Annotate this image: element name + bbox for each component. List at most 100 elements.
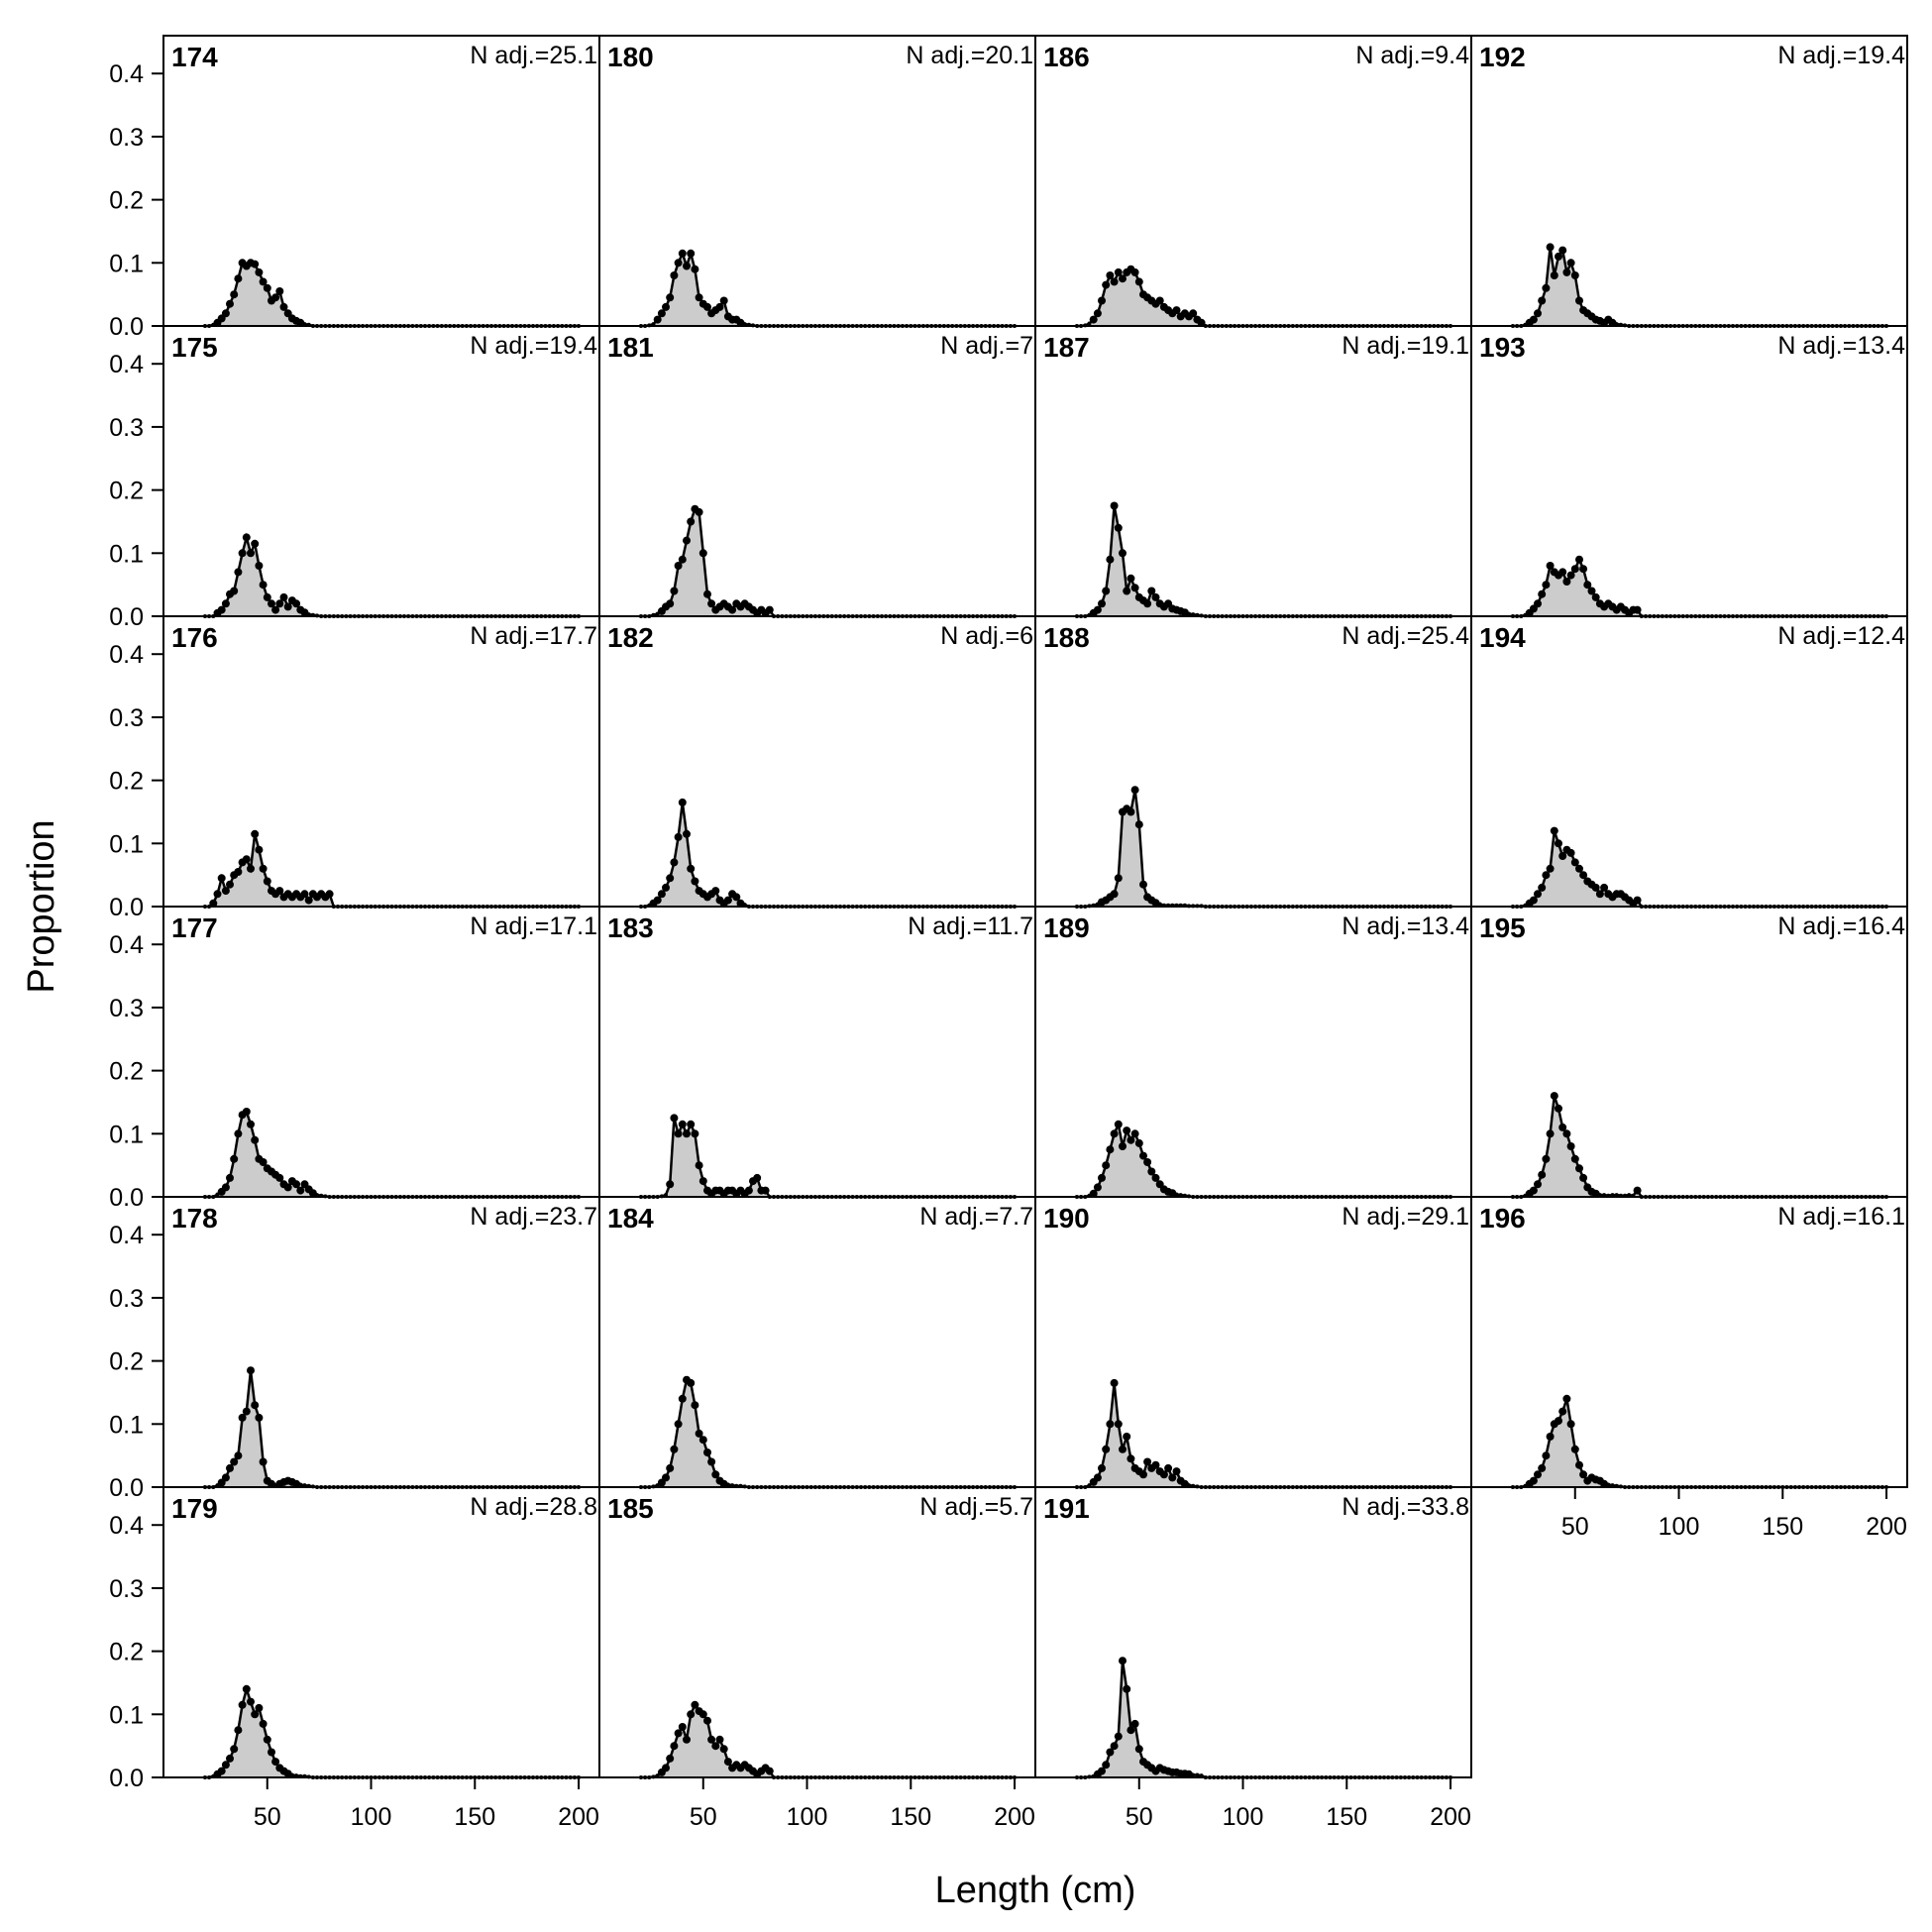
data-point — [1562, 1394, 1571, 1403]
y-tick-label: 0.4 — [109, 641, 144, 669]
panel-label: 181 — [607, 332, 654, 363]
data-point — [691, 877, 699, 886]
data-point — [1098, 599, 1106, 608]
data-point — [1550, 826, 1558, 835]
data-point — [230, 587, 239, 595]
y-tick-label: 0.3 — [109, 704, 144, 732]
data-point — [683, 536, 691, 545]
data-point — [1106, 1748, 1115, 1757]
data-point — [728, 605, 737, 614]
data-point — [725, 1482, 730, 1487]
data-point — [255, 845, 264, 854]
data-point — [674, 832, 683, 841]
y-tick-label: 0.4 — [109, 351, 144, 378]
data-point — [711, 1742, 720, 1751]
data-point — [703, 1716, 711, 1725]
y-tick-label: 0.2 — [109, 1639, 144, 1666]
data-point — [1110, 1129, 1119, 1138]
area-fill — [1512, 1096, 1886, 1197]
data-point — [662, 1764, 670, 1772]
data-point — [695, 1429, 703, 1438]
data-point — [1114, 1732, 1123, 1741]
panel-label: 191 — [1043, 1493, 1090, 1524]
panel-frame — [1470, 35, 1908, 327]
data-point — [1134, 820, 1143, 829]
data-point — [670, 271, 679, 279]
data-point — [289, 1772, 294, 1777]
data-point — [1555, 252, 1562, 261]
x-tick-label: 200 — [1866, 1513, 1907, 1541]
panel-label: 177 — [171, 912, 218, 943]
data-point — [1542, 1154, 1551, 1163]
y-tick-label: 0.1 — [109, 1701, 144, 1729]
data-point — [1575, 296, 1583, 305]
data-point — [255, 1413, 264, 1422]
data-point — [678, 1120, 687, 1128]
panel-177: 177 N adj.=17.1 0.0 0.1 0.2 0.3 0.4 — [109, 906, 600, 1212]
panel-label: 184 — [607, 1203, 654, 1234]
data-point — [1114, 1120, 1123, 1128]
data-point — [666, 1180, 675, 1189]
data-point — [275, 287, 284, 295]
data-point — [1587, 587, 1596, 595]
data-point — [255, 1703, 264, 1712]
y-tick-label: 0.2 — [109, 187, 144, 215]
data-point — [1546, 243, 1555, 252]
n-adj-label: N adj.=16.4 — [1777, 912, 1905, 940]
data-point — [698, 549, 707, 558]
data-point — [1134, 1745, 1143, 1754]
n-adj-label: N adj.=19.4 — [1777, 42, 1905, 69]
data-point — [242, 855, 251, 864]
y-tick-label: 0.0 — [109, 313, 144, 341]
data-point — [1102, 280, 1111, 289]
data-point — [753, 1173, 762, 1182]
data-point — [678, 555, 687, 564]
data-point — [1562, 268, 1571, 276]
data-point — [325, 890, 334, 899]
data-point — [1114, 1420, 1123, 1429]
data-point — [1180, 1479, 1189, 1488]
data-point — [226, 1463, 234, 1472]
area-fill — [1076, 268, 1450, 326]
data-point — [271, 293, 280, 302]
n-adj-label: N adj.=25.1 — [470, 42, 597, 69]
n-adj-label: N adj.=17.7 — [470, 622, 597, 650]
data-point — [1168, 1189, 1177, 1198]
data-point — [670, 1445, 679, 1453]
data-point — [283, 602, 292, 611]
data-point — [1106, 1145, 1115, 1154]
data-point — [736, 318, 745, 327]
area-fill — [640, 802, 1015, 907]
panel-frame — [598, 1486, 1036, 1778]
data-point — [1579, 565, 1588, 574]
data-point — [221, 887, 230, 896]
data-point — [1102, 1761, 1111, 1770]
y-tick-label: 0.4 — [109, 1222, 144, 1249]
panel-frame — [1034, 1196, 1472, 1488]
data-point — [711, 887, 720, 896]
panel-frame — [162, 1486, 600, 1778]
data-point — [242, 1108, 251, 1116]
data-point — [1542, 283, 1551, 292]
data-point — [1130, 786, 1139, 795]
data-point — [765, 605, 774, 614]
data-point — [1172, 306, 1181, 315]
data-point — [296, 1186, 305, 1195]
data-point — [761, 1186, 770, 1195]
n-adj-label: N adj.=11.7 — [908, 912, 1033, 940]
data-point — [1180, 608, 1189, 617]
data-point — [687, 517, 696, 526]
n-adj-label: N adj.=12.4 — [1777, 622, 1905, 650]
data-point — [1123, 1127, 1131, 1135]
data-point — [221, 1183, 230, 1192]
x-tick-label: 100 — [351, 1803, 392, 1831]
data-point — [678, 249, 687, 258]
panel-label: 193 — [1479, 332, 1526, 363]
data-point — [242, 1684, 251, 1693]
data-point — [1538, 590, 1547, 598]
data-point — [1119, 1142, 1127, 1150]
data-point — [698, 1436, 707, 1445]
panel-frame — [162, 906, 600, 1198]
data-point — [296, 318, 305, 327]
data-point — [715, 302, 724, 311]
